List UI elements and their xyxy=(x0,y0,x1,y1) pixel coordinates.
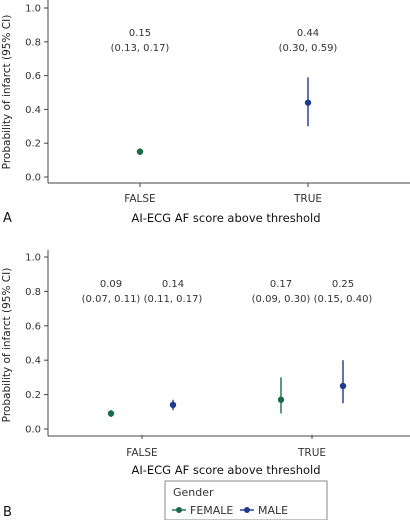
panel-b-y-tick-label: 0.0 xyxy=(25,425,41,436)
panel-a-plot: Probability of infarct (95% CI) AI-ECG A… xyxy=(1,0,410,226)
panel-a-y-tick-label: 1.0 xyxy=(25,4,41,15)
legend-label-male: MALE xyxy=(258,504,288,517)
panel-b-ci-label: (0.15, 0.40) xyxy=(314,294,373,305)
panel-a-y-tick-label: 0.0 xyxy=(25,173,41,184)
panel-b-y-tick-label: 1.0 xyxy=(25,253,41,264)
panel-b-estimate-label: 0.25 xyxy=(332,279,354,290)
panel-a-y-tick-label: 0.4 xyxy=(25,105,41,116)
panel-b-estimate-label: 0.09 xyxy=(100,279,122,290)
panel-a-y-tick-label: 0.2 xyxy=(25,139,41,150)
panel-b-x-tick-label: FALSE xyxy=(126,447,157,459)
panel-a-point xyxy=(136,148,144,155)
panel-b-x-axis-title: AI-ECG AF score above threshold xyxy=(131,463,320,477)
panel-b-y-tick-label: 0.4 xyxy=(25,356,41,367)
panel-a-y-tick-label: 0.6 xyxy=(25,71,41,82)
legend-box xyxy=(164,480,328,520)
panel-b-plot: Probability of infarct (95% CI) AI-ECG A… xyxy=(1,250,410,520)
panel-a-ci-label: (0.30, 0.59) xyxy=(279,43,338,54)
legend-item-male: MALE xyxy=(240,504,288,517)
legend-key-male-dot xyxy=(244,507,250,513)
panel-b-ci-label: (0.11, 0.17) xyxy=(144,294,203,305)
panel-a-x-axis-title: AI-ECG AF score above threshold xyxy=(131,211,320,225)
legend-item-female: FEMALE xyxy=(172,504,233,517)
panel-b-point xyxy=(169,401,177,409)
panel-a-ci-label: (0.13, 0.17) xyxy=(111,43,170,54)
panel-b-point xyxy=(339,382,347,390)
legend-title: Gender xyxy=(173,486,214,499)
panel-a-y-tick-label: 0.8 xyxy=(25,37,41,48)
panel-b-ci-label: (0.09, 0.30) xyxy=(252,294,311,305)
panel-b-y-tick-label: 0.8 xyxy=(25,287,41,298)
panel-b-estimate-label: 0.17 xyxy=(270,279,292,290)
panel-a-y-axis-title: Probability of infarct (95% CI) xyxy=(1,15,13,170)
panel-b-y-axis-title: Probability of infarct (95% CI) xyxy=(1,268,13,423)
legend-key-female-dot xyxy=(176,507,182,513)
panel-b-y-tick-label: 0.6 xyxy=(25,321,41,332)
panel-b-point xyxy=(107,410,115,417)
panel-b-x-tick-label: TRUE xyxy=(297,447,326,459)
legend: Gender FEMALE MALE xyxy=(164,480,328,520)
panel-a-point xyxy=(304,99,312,106)
panel-b-estimate-label: 0.14 xyxy=(162,279,184,290)
panel-a-estimate-label: 0.15 xyxy=(129,28,151,39)
panel-b-ci-label: (0.07, 0.11) xyxy=(82,294,141,305)
panel-b-label: B xyxy=(3,505,12,520)
panel-a-label: A xyxy=(3,211,12,226)
legend-label-female: FEMALE xyxy=(190,504,233,517)
panel-b-point xyxy=(277,396,285,403)
panel-a-estimate-label: 0.44 xyxy=(297,28,319,39)
panel-b-y-tick-label: 0.2 xyxy=(25,390,41,401)
panel-a-x-tick-label: FALSE xyxy=(124,193,155,205)
panel-a-x-tick-label: TRUE xyxy=(293,193,322,205)
